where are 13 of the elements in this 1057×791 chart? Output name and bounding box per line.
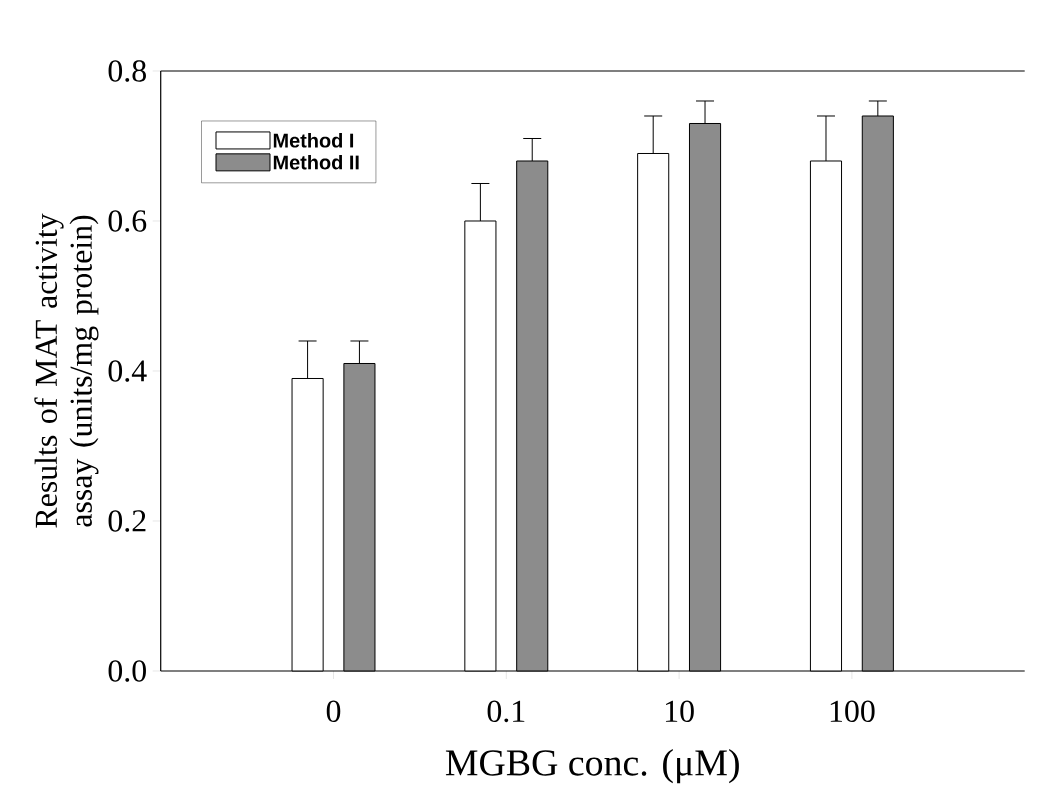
x-tick-label: 0.1 [487, 700, 525, 723]
x-tick-label: 10 [665, 700, 694, 723]
x-axis-title: MGBG conc. (μM) [445, 749, 739, 784]
y-tick-label: 0.4 [108, 360, 147, 382]
legend-label: Method I [273, 132, 354, 148]
y-axis-title: Results of MAT activity assay (units/mg protein) [34, 213, 99, 528]
y-tick-label: 0.0 [108, 660, 146, 682]
y-tick-label: 0.8 [108, 60, 146, 82]
y-tick-label: 0.2 [108, 510, 146, 532]
x-tick-label: 0 [326, 700, 341, 723]
y-tick-label: 0.6 [108, 210, 147, 232]
x-tick-label: 100 [830, 700, 875, 723]
legend-label: Method II [273, 154, 359, 170]
